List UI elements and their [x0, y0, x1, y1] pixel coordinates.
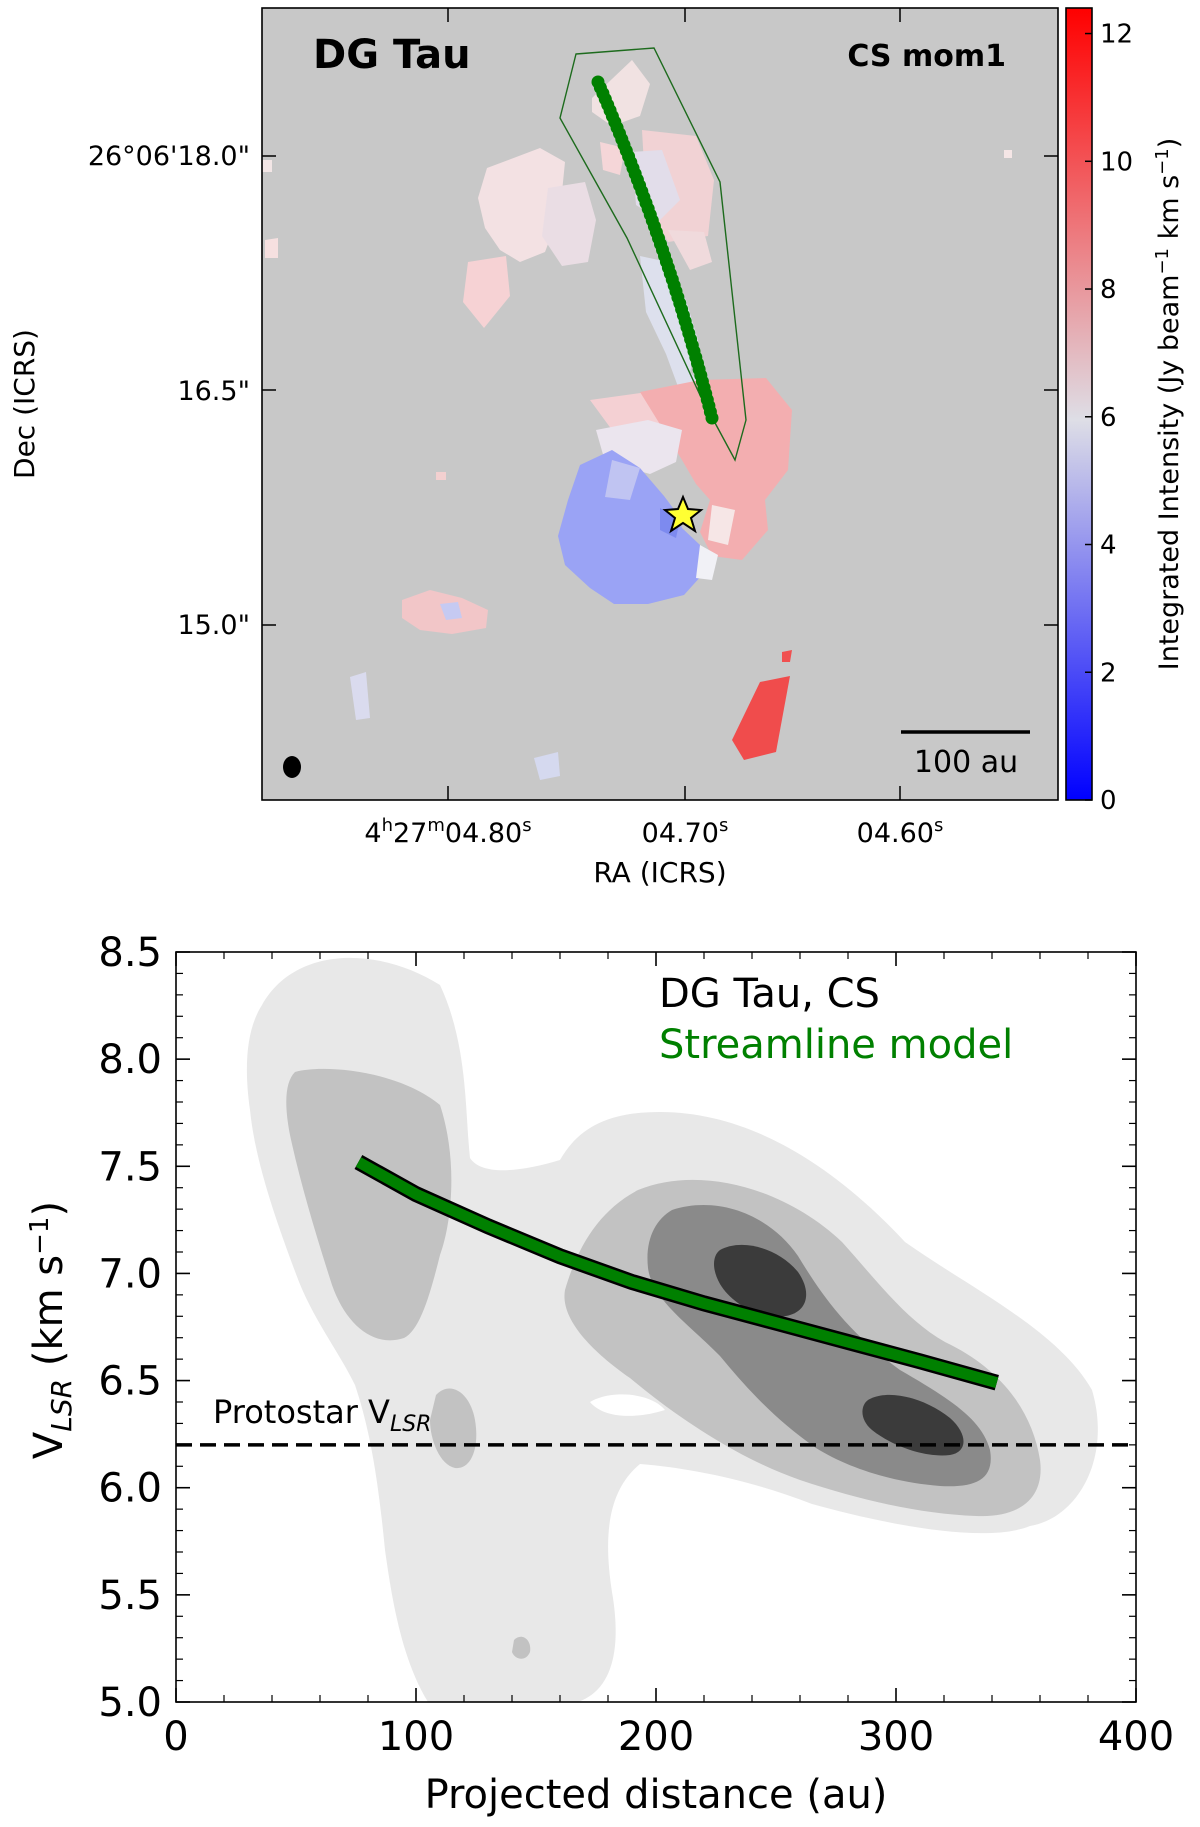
streamline-region-outline [559, 47, 747, 462]
emission-patch [668, 230, 712, 270]
colorbar-tick-label: 2 [1100, 658, 1117, 688]
emission-patch [605, 460, 640, 500]
pv-x-axis-label: Projected distance (au) [425, 1772, 888, 1818]
emission-patch [708, 505, 735, 545]
pv-x-tick-label: 300 [858, 1714, 934, 1760]
scale-bar-label: 100 au [914, 745, 1018, 780]
colorbar-tick-label: 10 [1100, 147, 1133, 177]
map-y-tick-label: 16.5" [177, 376, 250, 407]
pv-axes: 0 100 200 300 400 5.0 5.5 6.0 6.5 7.0 7.5 8.0 8.5 [98, 930, 1174, 1760]
pv-y-tick-label: 7.0 [98, 1251, 162, 1297]
emission-patch [558, 450, 702, 604]
emission-patch [696, 545, 718, 580]
map-subtitle: CS mom1 [847, 39, 1006, 74]
map-ticks [262, 8, 1058, 800]
emission-patch [436, 472, 446, 480]
map-y-tick-label: 15.0" [177, 610, 250, 641]
pv-diagram-panel: Protostar VLSR DG Tau, CS Streamline mod… [25, 930, 1174, 1818]
pv-y-tick-label: 5.0 [98, 1680, 162, 1726]
emission-patch [640, 378, 792, 560]
pv-y-tick-label: 5.5 [98, 1573, 162, 1619]
pv-y-tick-label: 8.5 [98, 930, 162, 976]
protostar-star-icon [662, 494, 704, 534]
pv-contours [246, 957, 1098, 1702]
emission-patch [440, 602, 462, 620]
pv-x-tick-label: 200 [618, 1714, 694, 1760]
emission-patch [732, 676, 790, 760]
map-title: DG Tau [313, 32, 471, 78]
emission-patch [660, 508, 680, 538]
map-x-tick-label: 04.60s [857, 815, 944, 849]
colorbar-frame [1065, 7, 1093, 801]
emission-patch [782, 650, 792, 662]
contour-level-2 [512, 1636, 531, 1659]
map-frame [261, 7, 1059, 801]
colorbar-tick-label: 12 [1100, 20, 1133, 50]
map-x-tick-label: 04.70s [642, 815, 729, 849]
map-x-axis-label: RA (ICRS) [593, 856, 726, 889]
mom1-map-panel: 100 au DG Tau CS mom1 4h27m04.80s 04.70s… [8, 7, 1185, 889]
contour-level-4 [714, 1244, 807, 1317]
pv-y-tick-label: 8.0 [98, 1037, 162, 1083]
pv-x-tick-label: 100 [378, 1714, 454, 1760]
velocity-emission-patches [262, 60, 1012, 780]
colorbar-tick-label: 6 [1100, 403, 1117, 433]
legend-data-label: DG Tau, CS [659, 971, 880, 1017]
emission-patch [534, 752, 560, 780]
emission-patch [265, 238, 278, 258]
emission-patch [262, 160, 272, 172]
beam-ellipse [283, 756, 301, 778]
contour-level-2 [430, 1388, 477, 1469]
colorbar-ticks: 0 2 4 6 8 10 12 [1085, 20, 1133, 816]
pv-y-axis-label: VLSR (km s−1) [25, 1201, 78, 1459]
contour-hole [590, 1394, 665, 1416]
emission-patch [350, 672, 370, 720]
pv-y-tick-label: 6.5 [98, 1359, 162, 1405]
emission-patch [640, 256, 708, 402]
pv-y-tick-label: 7.5 [98, 1144, 162, 1190]
colorbar-tick-label: 4 [1100, 531, 1117, 561]
protostar-vlsr-label: Protostar VLSR [213, 1393, 431, 1437]
emission-patch [600, 142, 625, 175]
legend-model-label: Streamline model [659, 1022, 1013, 1068]
map-y-tick-label: 26°06'18.0" [88, 141, 250, 172]
pv-y-tick-label: 6.0 [98, 1466, 162, 1512]
pv-x-tick-label: 400 [1098, 1714, 1174, 1760]
streamline-model-line [355, 1157, 999, 1388]
colorbar-tick-label: 8 [1100, 275, 1117, 305]
colorbar-tick-label: 0 [1100, 786, 1117, 816]
emission-patch [542, 182, 596, 266]
colorbar-label: Integrated Intensity (Jy beam−1 km s−1) [1152, 138, 1185, 671]
colorbar-gradient [1066, 8, 1092, 800]
map-x-tick-label: 4h27m04.80s [364, 815, 531, 849]
streamline-points [591, 75, 719, 425]
protostar-marker [662, 494, 704, 534]
contour-level-2 [286, 1068, 452, 1341]
streamline-point [705, 411, 719, 425]
map-y-axis-label: Dec (ICRS) [8, 329, 41, 479]
pv-x-tick-label: 0 [163, 1714, 188, 1760]
colorbar: 0 2 4 6 8 10 12 Integrated Intensity (Jy beam−… [1065, 7, 1185, 816]
contour-level-4 [862, 1394, 964, 1456]
emission-patch [463, 256, 510, 328]
emission-patch [1004, 150, 1012, 158]
